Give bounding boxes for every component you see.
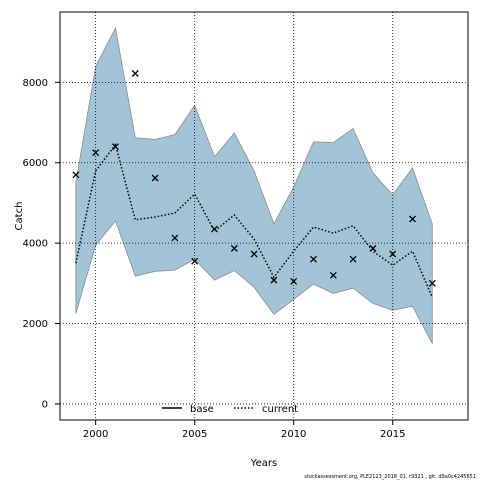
confidence-band-layer [75, 26, 433, 344]
observed-point-2017 [428, 279, 436, 287]
observed-point-2009 [270, 276, 278, 284]
y-tick-label-8000: 8000 [23, 78, 48, 89]
observed-point-2000 [92, 149, 100, 157]
observed-point-2001 [111, 143, 119, 151]
plot-frame [59, 11, 469, 421]
observed-point-2010 [290, 277, 298, 285]
observed-point-2016 [409, 215, 417, 223]
legend-label-base: base [190, 404, 214, 415]
legend: base current [162, 404, 298, 415]
y-tick-label-4000: 4000 [23, 239, 48, 250]
y-axis-label: Catch [14, 202, 25, 231]
observed-point-2011 [310, 255, 317, 263]
observed-point-2012 [329, 271, 337, 279]
observed-point-2013 [349, 255, 357, 263]
observed-point-2006 [211, 225, 218, 233]
observed-point-2014 [369, 244, 377, 252]
observed-point-2004 [171, 234, 179, 242]
x-tick-label-2000: 2000 [83, 429, 108, 440]
grid-layer [60, 12, 468, 420]
observed-point-2007 [230, 244, 238, 252]
x-tick-label-2010: 2010 [281, 429, 306, 440]
y-tick-label-2000: 2000 [23, 319, 48, 330]
observed-point-2002 [131, 70, 139, 77]
y-tick-label-6000: 6000 [23, 158, 48, 169]
observed-point-2008 [250, 250, 258, 258]
y-tick-label-0: 0 [42, 399, 48, 410]
observed-point-2005 [191, 257, 199, 265]
x-tick-label-2005: 2005 [182, 429, 207, 440]
x-tick-label-2015: 2015 [380, 429, 405, 440]
series-line-current [75, 143, 433, 298]
axis-ticks-layer: 2000 2005 2010 2015 0 2000 4000 6000 8000 [23, 78, 406, 440]
observed-point-1999 [72, 171, 80, 179]
x-axis-label: Years [250, 458, 277, 469]
confidence-band [75, 26, 433, 344]
observed-points-layer [72, 70, 436, 287]
footer-note: stockassessment.org, PLE2123_2018_01, r9… [304, 474, 476, 480]
observed-point-2003 [151, 174, 159, 182]
observed-point-2015 [389, 250, 397, 258]
legend-label-current: current [262, 404, 298, 415]
series-line-layer [75, 143, 433, 298]
